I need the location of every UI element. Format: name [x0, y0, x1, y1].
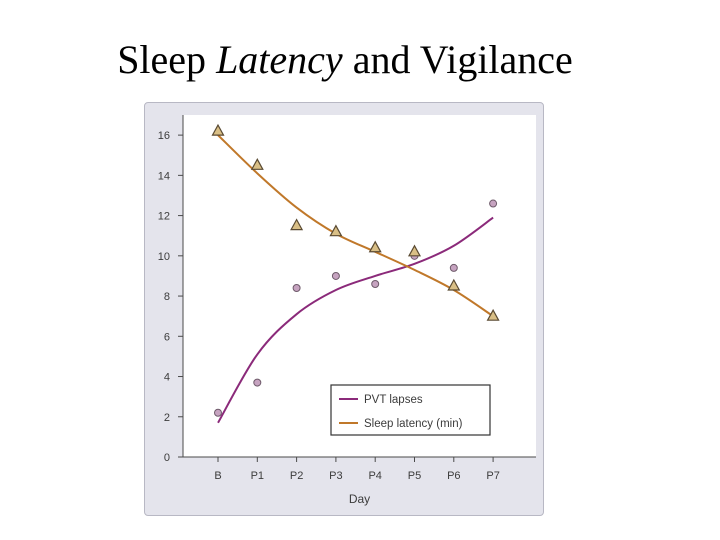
x-axis: B P1 P2 P3 P4 P5 P6 P7	[183, 456, 536, 482]
chart-card: 0 2 4 6 8 10 12 14 16 B P1 P2 P3 P4 P5 P6 P7 PVT lapses…	[144, 102, 544, 516]
x-tick-label: P4	[368, 470, 381, 482]
legend: PVT lapses Sleep latency (min)	[330, 384, 491, 436]
x-tick-label: P6	[447, 470, 460, 482]
series-0-point	[371, 279, 380, 288]
x-tick-label: B	[214, 470, 221, 482]
y-tick-label: 6	[164, 331, 170, 343]
x-tick-label: P2	[290, 470, 303, 482]
y-axis: 0 2 4 6 8 10 12 14 16	[158, 115, 184, 464]
series-1-point	[368, 240, 382, 253]
y-tick-label: 0	[164, 452, 170, 464]
series-1-point	[250, 158, 264, 170]
chart-svg: 0 2 4 6 8 10 12 14 16 B P1 P2 P3 P4 P5 P6 P7 PVT lapses…	[158, 115, 536, 506]
series-1-point	[486, 308, 500, 321]
series-0-point	[331, 271, 340, 280]
series-0-fit-line	[217, 216, 494, 424]
data-markers	[211, 123, 500, 417]
legend-label: PVT lapses	[364, 394, 423, 406]
y-tick-label: 8	[164, 291, 170, 303]
x-tick-label: P7	[486, 470, 499, 482]
x-tick-label: P1	[251, 470, 264, 482]
series-0-point	[214, 408, 222, 417]
series-1-point	[211, 123, 225, 136]
series-1-point	[447, 278, 461, 291]
title-italic-part: Latency	[216, 37, 343, 82]
y-tick-label: 14	[158, 170, 170, 182]
series-0-point	[292, 284, 301, 293]
slide-title: Sleep Latency and Vigilance	[0, 36, 690, 84]
series-1-point	[407, 244, 422, 257]
legend-label: Sleep latency (min)	[364, 418, 463, 430]
legend-box	[330, 384, 491, 436]
y-tick-label: 16	[158, 130, 170, 142]
x-axis-title: Day	[349, 492, 370, 506]
y-tick-label: 4	[164, 372, 170, 384]
x-tick-label: P3	[329, 470, 342, 482]
series-0-point	[449, 263, 458, 272]
x-tick-label: P5	[408, 470, 421, 482]
series-1-point	[329, 224, 343, 237]
y-tick-label: 12	[158, 211, 170, 223]
title-part-1: Sleep	[117, 37, 217, 82]
series-0-point	[253, 378, 262, 387]
series-0-point	[489, 199, 498, 208]
y-tick-label: 2	[164, 412, 170, 424]
title-part-2: and Vigilance	[342, 37, 573, 82]
y-tick-label: 10	[158, 251, 170, 263]
series-1-point	[290, 218, 304, 231]
